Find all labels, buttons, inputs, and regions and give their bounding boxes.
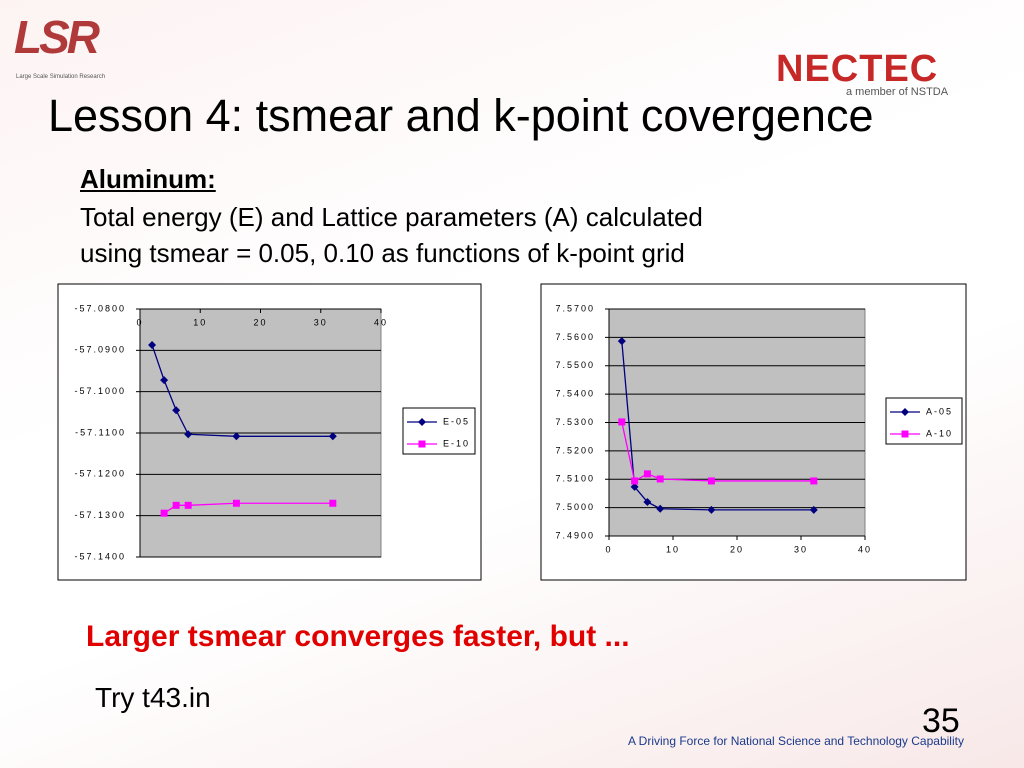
x-tick-label: 10 bbox=[666, 544, 680, 554]
marker bbox=[618, 418, 626, 426]
logo: LSR bbox=[14, 11, 100, 63]
marker bbox=[172, 406, 181, 415]
legend-box bbox=[885, 397, 963, 445]
marker bbox=[184, 501, 192, 509]
marker bbox=[329, 499, 337, 507]
y-tick-label: 7.5000 bbox=[555, 502, 595, 512]
footer: A Driving Force for National Science and… bbox=[628, 734, 964, 748]
marker bbox=[418, 440, 426, 448]
subtitle: Aluminum: bbox=[80, 164, 216, 194]
marker bbox=[160, 376, 169, 385]
series-line bbox=[621, 341, 814, 511]
y-tick-label: -57.0900 bbox=[74, 345, 126, 355]
x-tick-label: 0 bbox=[136, 317, 143, 327]
marker bbox=[148, 340, 157, 349]
y-tick-label: -57.1100 bbox=[75, 427, 126, 437]
y-tick-label: 7.5100 bbox=[555, 474, 595, 484]
y-tick-label: -57.0800 bbox=[74, 303, 126, 313]
charts: -57.0800 -57.0900 -57.1000 -57.1100 -57.1200… bbox=[57, 283, 967, 581]
x-tick-label: 40 bbox=[858, 544, 872, 554]
description-line: Total energy (E) and Lattice parameters … bbox=[80, 202, 703, 232]
marker bbox=[418, 418, 426, 426]
marker bbox=[184, 430, 193, 439]
x-tick-label: 30 bbox=[314, 317, 328, 327]
y-tick-label: -57.1000 bbox=[74, 386, 126, 396]
marker bbox=[160, 509, 168, 517]
page-number: 35 bbox=[922, 702, 960, 740]
x-tick-label: 20 bbox=[253, 317, 267, 327]
marker bbox=[232, 499, 240, 507]
legend-label: E-05 bbox=[443, 416, 470, 426]
marker bbox=[643, 497, 652, 506]
legend-label: A-05 bbox=[926, 406, 953, 416]
marker bbox=[328, 432, 337, 441]
title: Lesson 4: tsmear and k-point covergence bbox=[48, 90, 874, 141]
marker bbox=[232, 432, 241, 441]
x-tick-label: 40 bbox=[374, 317, 388, 327]
legend-label: A-10 bbox=[926, 428, 953, 438]
marker bbox=[631, 477, 639, 485]
marker bbox=[809, 505, 818, 514]
marker bbox=[810, 477, 818, 485]
y-tick-label: 7.5500 bbox=[555, 360, 595, 370]
series-line bbox=[621, 421, 814, 482]
y-tick-label: -57.1300 bbox=[74, 510, 126, 520]
marker bbox=[656, 475, 664, 483]
x-tick-label: 20 bbox=[730, 544, 744, 554]
y-tick-label: 7.5400 bbox=[555, 389, 595, 399]
marker bbox=[172, 501, 180, 509]
y-tick-label: 7.5200 bbox=[555, 445, 595, 455]
series-line bbox=[151, 344, 333, 437]
description-line: using tsmear = 0.05, 0.10 as functions o… bbox=[80, 238, 685, 268]
marker bbox=[707, 505, 716, 514]
brand: NECTEC bbox=[776, 48, 939, 90]
x-tick-label: 0 bbox=[605, 544, 612, 554]
y-tick-label: 7.5700 bbox=[555, 303, 595, 313]
y-tick-label: 7.5300 bbox=[555, 417, 595, 427]
y-tick-label: -57.1200 bbox=[74, 469, 126, 479]
legend-box bbox=[402, 407, 476, 455]
note: Try t43.in bbox=[95, 682, 211, 713]
brand-tagline: a member of NSTDA bbox=[846, 86, 949, 98]
marker bbox=[617, 337, 626, 346]
x-tick-label: 10 bbox=[193, 317, 207, 327]
marker bbox=[707, 477, 715, 485]
marker bbox=[656, 504, 665, 513]
x-tick-label: 30 bbox=[794, 544, 808, 554]
marker bbox=[643, 470, 651, 478]
marker bbox=[630, 482, 639, 491]
marker bbox=[901, 408, 909, 416]
legend-label: E-10 bbox=[443, 438, 470, 448]
y-tick-label: 7.4900 bbox=[555, 530, 595, 540]
y-tick-label: 7.5600 bbox=[555, 332, 595, 342]
conclusion: Larger tsmear converges faster, but ... bbox=[86, 620, 630, 653]
y-tick-label: -57.1400 bbox=[74, 551, 126, 561]
logo-caption: Large Scale Simulation Research bbox=[16, 74, 106, 80]
marker bbox=[901, 430, 909, 438]
